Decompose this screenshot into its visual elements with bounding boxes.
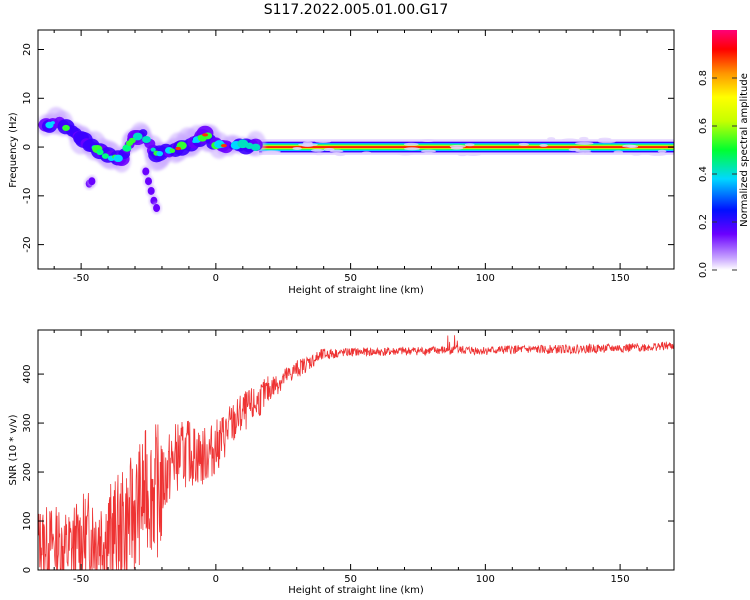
colorbar-label: Normalized spectral amplitude (739, 73, 750, 227)
spectrogram-xtick-label: -50 (73, 273, 89, 284)
spectral-blob-core (132, 132, 143, 141)
colorbar-gradient (712, 30, 737, 270)
spectral-speck (464, 143, 475, 147)
spectral-speck (419, 138, 437, 142)
spectrogram-ytick-label: 20 (22, 43, 33, 56)
snr-xtick-label: 150 (611, 574, 630, 585)
spectral-speck (404, 147, 420, 151)
colorbar-tick-label: 0.4 (698, 166, 709, 182)
spectral-speck (568, 148, 581, 152)
spectral-branch (147, 186, 155, 195)
spectral-blob-core (251, 143, 261, 152)
spectral-speck (261, 150, 281, 154)
figure-title: S117.2022.005.01.00.G17 (264, 2, 449, 18)
spectral-speck (315, 140, 332, 144)
spectral-speck (403, 142, 419, 146)
spectral-speck (298, 143, 318, 147)
spectrogram-ytick-label: 0 (22, 144, 33, 150)
snr-axes: -50 0 50 100 150 0 100 200 300 400 (22, 330, 675, 585)
spectrogram-frame (37, 29, 675, 270)
colorbar-tick-label: 0.0 (698, 262, 709, 278)
snr-frame (37, 329, 675, 571)
spectral-speck (648, 152, 667, 156)
spectral-speck (547, 137, 556, 141)
snr-series-line (38, 335, 674, 570)
spectral-speck (465, 152, 481, 156)
spectral-speck (310, 148, 325, 152)
spectral-speck (598, 140, 616, 144)
spectral-speck (622, 144, 637, 148)
spectral-speck (518, 142, 529, 146)
spectral-speck (335, 153, 346, 157)
snr-xlabel: Height of straight line (km) (288, 585, 424, 596)
spectrogram-panel: -50 0 50 100 150 -20 -10 0 10 20 Height of straig… (8, 29, 675, 296)
snr-xtick-label: 50 (344, 574, 357, 585)
spectral-speck (657, 149, 667, 153)
spectral-branch (142, 167, 150, 176)
spectral-speck (397, 152, 414, 156)
snr-xtick-label: 0 (213, 574, 219, 585)
spectral-speck (302, 141, 313, 145)
spectral-speck (449, 144, 466, 148)
spectral-speck (292, 146, 302, 150)
spectrogram-xtick-label: 100 (476, 273, 495, 284)
spectrogram-xtick-label: 0 (213, 273, 219, 284)
spectrogram-xtick-label: 150 (611, 273, 630, 284)
spectral-speck (457, 153, 468, 157)
spectral-hotspot (175, 146, 182, 151)
spectral-speck (575, 141, 594, 145)
snr-ylabel: SNR (10 * v/v) (8, 414, 19, 485)
spectral-branch (144, 177, 152, 186)
spectral-blob-core (169, 148, 176, 153)
snr-ytick-label: 300 (22, 414, 33, 433)
spectral-blob-core (50, 121, 55, 125)
spectral-branch (153, 204, 161, 213)
spectral-speck (313, 152, 325, 156)
spectral-blob-core (122, 144, 132, 152)
snr-xtick-label: -50 (73, 574, 89, 585)
colorbar-tick-label: 0.8 (698, 70, 709, 86)
snr-ytick-label: 200 (22, 462, 33, 481)
spectral-blob-core (62, 124, 70, 131)
spectrogram-ytick-label: -10 (22, 188, 33, 204)
snr-xtick-label: 100 (476, 574, 495, 585)
colorbar: 0.0 0.2 0.4 0.6 0.8 Normalized spectral ampl… (698, 30, 750, 278)
spectrogram-ytick-label: -20 (22, 236, 33, 252)
spectrogram-heatmap (38, 106, 674, 215)
spectral-blob-core (113, 154, 123, 163)
spectral-speck (631, 152, 642, 156)
colorbar-tick-label: 0.2 (698, 214, 709, 230)
spectral-speck (329, 149, 344, 153)
colorbar-tick-label: 0.6 (698, 118, 709, 134)
spectral-speck (420, 149, 437, 153)
snr-ytick-label: 0 (22, 567, 33, 573)
spectrogram-ylabel: Frequency (Hz) (8, 112, 19, 188)
spectral-speck (584, 151, 594, 155)
spectral-blob-core (96, 149, 104, 156)
snr-ytick-label: 400 (22, 365, 33, 384)
colorbar-ticks: 0.0 0.2 0.4 0.6 0.8 (698, 70, 737, 278)
spectrogram-axes: -50 0 50 100 150 -20 -10 0 10 20 (22, 30, 675, 284)
spectral-blob-core (128, 137, 136, 144)
spectral-hotspot (202, 133, 209, 137)
spectrogram-ytick-label: 10 (22, 92, 33, 105)
spectral-speck (579, 136, 589, 140)
spectral-blob-core (156, 150, 164, 157)
spectrogram-xlabel: Height of straight line (km) (288, 285, 424, 296)
spectral-blob-core (101, 153, 109, 159)
spectrogram-xtick-label: 50 (344, 273, 357, 284)
spectral-band (258, 146, 674, 149)
spectral-speck (539, 143, 548, 147)
spectral-speck (361, 151, 372, 155)
spectral-blob-core (150, 147, 156, 152)
spectral-blob-core (142, 135, 151, 144)
snr-ytick-label: 100 (22, 511, 33, 530)
spectral-hotspot (220, 143, 227, 148)
spectral-speck (613, 150, 624, 154)
spectral-speck (598, 137, 612, 141)
spectral-branch (88, 177, 96, 186)
snr-panel: -50 0 50 100 150 0 100 200 300 400 Height of stra… (8, 329, 675, 596)
spectral-speck (561, 138, 578, 142)
